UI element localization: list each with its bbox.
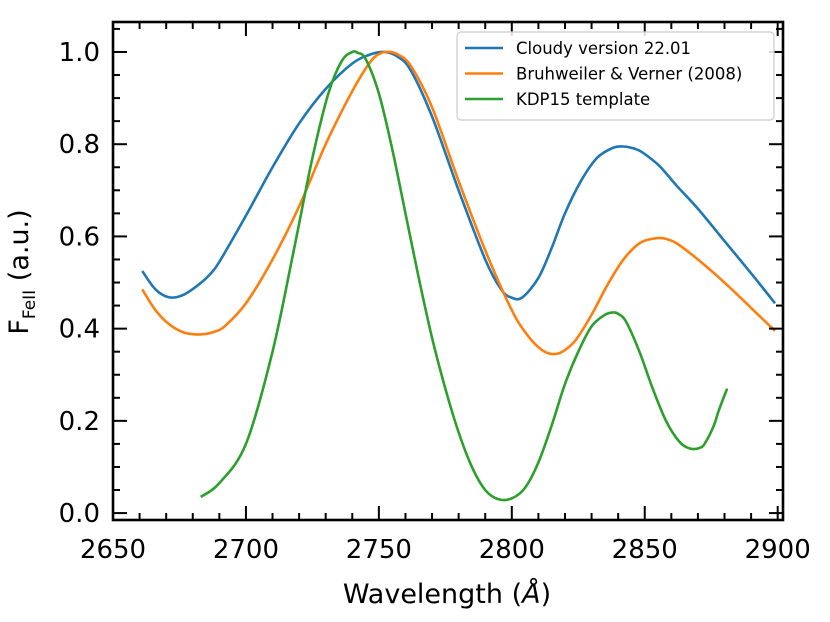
- x-tick-label: 2800: [479, 535, 545, 565]
- x-tick-label: 2900: [745, 535, 811, 565]
- y-tick-label: 0.8: [59, 130, 100, 160]
- legend-label-3: KDP15 template: [516, 90, 650, 109]
- y-axis-label: FFeII (a.u.): [4, 209, 40, 334]
- legend-box: [456, 31, 775, 121]
- plot-lines: [141, 50, 777, 502]
- series-line-3: [199, 50, 729, 502]
- legend-label-2: Bruhweiler & Verner (2008): [516, 65, 742, 84]
- x-axis-label: Wavelength (Å): [343, 578, 551, 610]
- legend-label-1: Cloudy version 22.01: [516, 39, 691, 58]
- x-tick-label: 2750: [346, 535, 412, 565]
- axis-ticks: 2650 2700 2750 2800 2850 2900 0.0 0.2 0.4 0.6 0.8 1…: [59, 22, 811, 565]
- y-tick-label: 0.2: [59, 407, 100, 437]
- legend: Cloudy version 22.01 Bruhweiler & Verner …: [456, 31, 775, 121]
- plot-frame: [111, 20, 785, 522]
- x-tick-label: 2700: [213, 535, 279, 565]
- series-line-2: [141, 50, 776, 356]
- x-tick-label: 2850: [612, 535, 678, 565]
- y-tick-label: 0.0: [59, 499, 100, 529]
- x-tick-label: 2650: [80, 535, 146, 565]
- legend-entries: Cloudy version 22.01 Bruhweiler & Verner …: [465, 39, 742, 109]
- y-tick-label: 1.0: [59, 38, 100, 68]
- y-tick-label: 0.6: [59, 222, 100, 252]
- series-line-1: [141, 50, 777, 305]
- y-tick-label: 0.4: [59, 315, 100, 345]
